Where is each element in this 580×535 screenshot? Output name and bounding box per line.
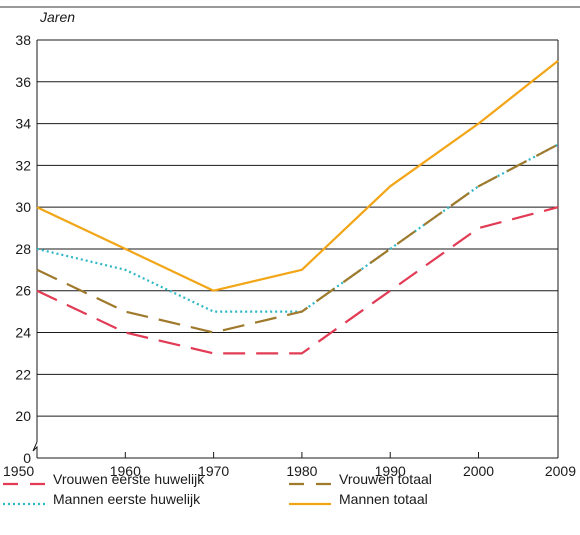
axes <box>32 40 559 459</box>
y-axis-unit-label: Jaren <box>39 9 75 25</box>
legend-label: Mannen eerste huwelijk <box>53 491 201 507</box>
legend-label: Vrouwen eerste huwelijk <box>53 471 205 487</box>
y-tick-labels: 0 20 22 24 26 28 30 32 34 36 38 <box>15 32 31 466</box>
y-tick-label: 22 <box>15 366 31 382</box>
legend: Vrouwen eerste huwelijk Mannen eerste huw… <box>3 471 432 507</box>
x-tick-label: 1990 <box>375 463 406 479</box>
y-tick-label: 30 <box>15 199 31 215</box>
x-tick-label: 1960 <box>110 463 141 479</box>
legend-label: Mannen totaal <box>339 491 428 507</box>
y-tick-label: 20 <box>15 408 31 424</box>
series-line-mannen-totaal <box>36 60 559 292</box>
series-line-mannen-eerste-huwelijk <box>36 143 559 313</box>
x-tick-label: 1950 <box>3 463 34 479</box>
x-tick-labels: 1950 1960 1970 1980 1990 2000 2009 <box>3 463 576 479</box>
series-line-vrouwen-eerste-huwelijk <box>36 206 559 355</box>
gridlines <box>37 39 558 417</box>
series-lines <box>36 60 559 355</box>
legend-label: Vrouwen totaal <box>339 471 432 487</box>
x-tick-label: 1970 <box>198 463 229 479</box>
y-tick-label: 28 <box>15 241 31 257</box>
y-tick-label: 26 <box>15 283 31 299</box>
y-tick-label: 36 <box>15 74 31 90</box>
y-tick-label: 32 <box>15 157 31 173</box>
y-tick-label: 38 <box>15 32 31 48</box>
x-tick-label: 1980 <box>286 463 317 479</box>
y-axis-break <box>32 441 38 458</box>
y-tick-label: 0 <box>23 450 31 466</box>
y-tick-label: 34 <box>15 116 31 132</box>
x-tick-label: 2009 <box>545 463 576 479</box>
y-tick-label: 24 <box>15 325 31 341</box>
x-tick-label: 2000 <box>463 463 494 479</box>
series-line-vrouwen-totaal <box>36 143 559 334</box>
